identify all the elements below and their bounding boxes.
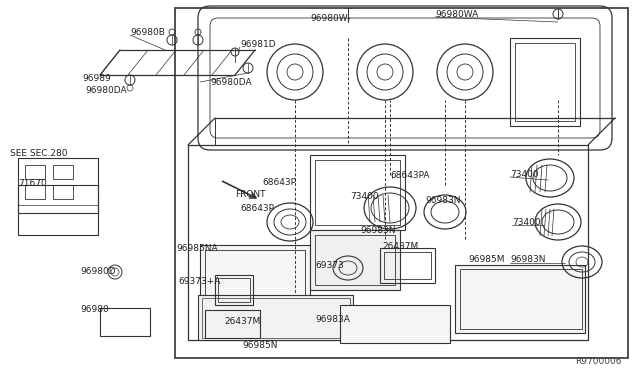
Bar — [310, 230, 400, 290]
Bar — [188, 145, 588, 340]
Bar — [384, 252, 431, 279]
Bar — [100, 308, 150, 336]
Bar — [18, 185, 98, 235]
Text: 96985N: 96985N — [242, 340, 278, 350]
Text: 73400: 73400 — [512, 218, 541, 227]
Bar — [510, 38, 580, 126]
Text: 96983N: 96983N — [360, 225, 396, 234]
Text: 96985NA: 96985NA — [176, 244, 218, 253]
Text: 73400: 73400 — [510, 170, 539, 179]
Bar — [25, 185, 45, 199]
Text: 69373+A: 69373+A — [178, 278, 220, 286]
Text: 68643PA: 68643PA — [390, 170, 429, 180]
Text: SEE SEC.280: SEE SEC.280 — [10, 148, 67, 157]
Bar — [200, 245, 310, 320]
Bar — [175, 8, 628, 358]
Bar — [218, 278, 250, 302]
Bar — [205, 310, 260, 338]
Text: FRONT: FRONT — [235, 189, 266, 199]
Text: 96985M: 96985M — [468, 256, 504, 264]
Bar — [515, 43, 575, 121]
Bar — [460, 269, 582, 329]
Text: 96983N: 96983N — [425, 196, 461, 205]
Text: 96983A: 96983A — [315, 315, 350, 324]
Text: 26437M: 26437M — [224, 317, 260, 327]
Text: 96980DA: 96980DA — [85, 86, 127, 94]
Text: 96989: 96989 — [82, 74, 111, 83]
Text: 96980WA: 96980WA — [435, 10, 478, 19]
Text: 69373: 69373 — [315, 260, 344, 269]
Bar — [310, 155, 405, 230]
Text: 96980B: 96980B — [130, 28, 165, 36]
Text: 68643P: 68643P — [240, 203, 274, 212]
Text: 96980W: 96980W — [310, 13, 348, 22]
Bar — [315, 160, 400, 225]
Bar — [455, 265, 585, 333]
Bar — [202, 298, 350, 338]
Text: 96981D: 96981D — [240, 39, 276, 48]
Text: 96980D: 96980D — [80, 267, 116, 276]
Text: 73400: 73400 — [350, 192, 379, 201]
Bar — [18, 158, 98, 213]
Text: R9700006: R9700006 — [575, 357, 621, 366]
Bar — [53, 165, 73, 179]
Bar — [25, 165, 45, 179]
Text: 26437M: 26437M — [382, 241, 419, 250]
Bar — [340, 305, 450, 343]
Bar — [205, 250, 305, 315]
Text: 96980DA: 96980DA — [210, 77, 252, 87]
Bar — [53, 185, 73, 199]
Text: 71670: 71670 — [18, 179, 47, 187]
Text: 96980: 96980 — [80, 305, 109, 314]
Text: 96983N: 96983N — [510, 256, 545, 264]
Bar — [380, 248, 435, 283]
Bar — [315, 235, 395, 285]
Bar — [215, 275, 253, 305]
Text: 68643P: 68643P — [262, 177, 296, 186]
Bar — [198, 295, 353, 340]
